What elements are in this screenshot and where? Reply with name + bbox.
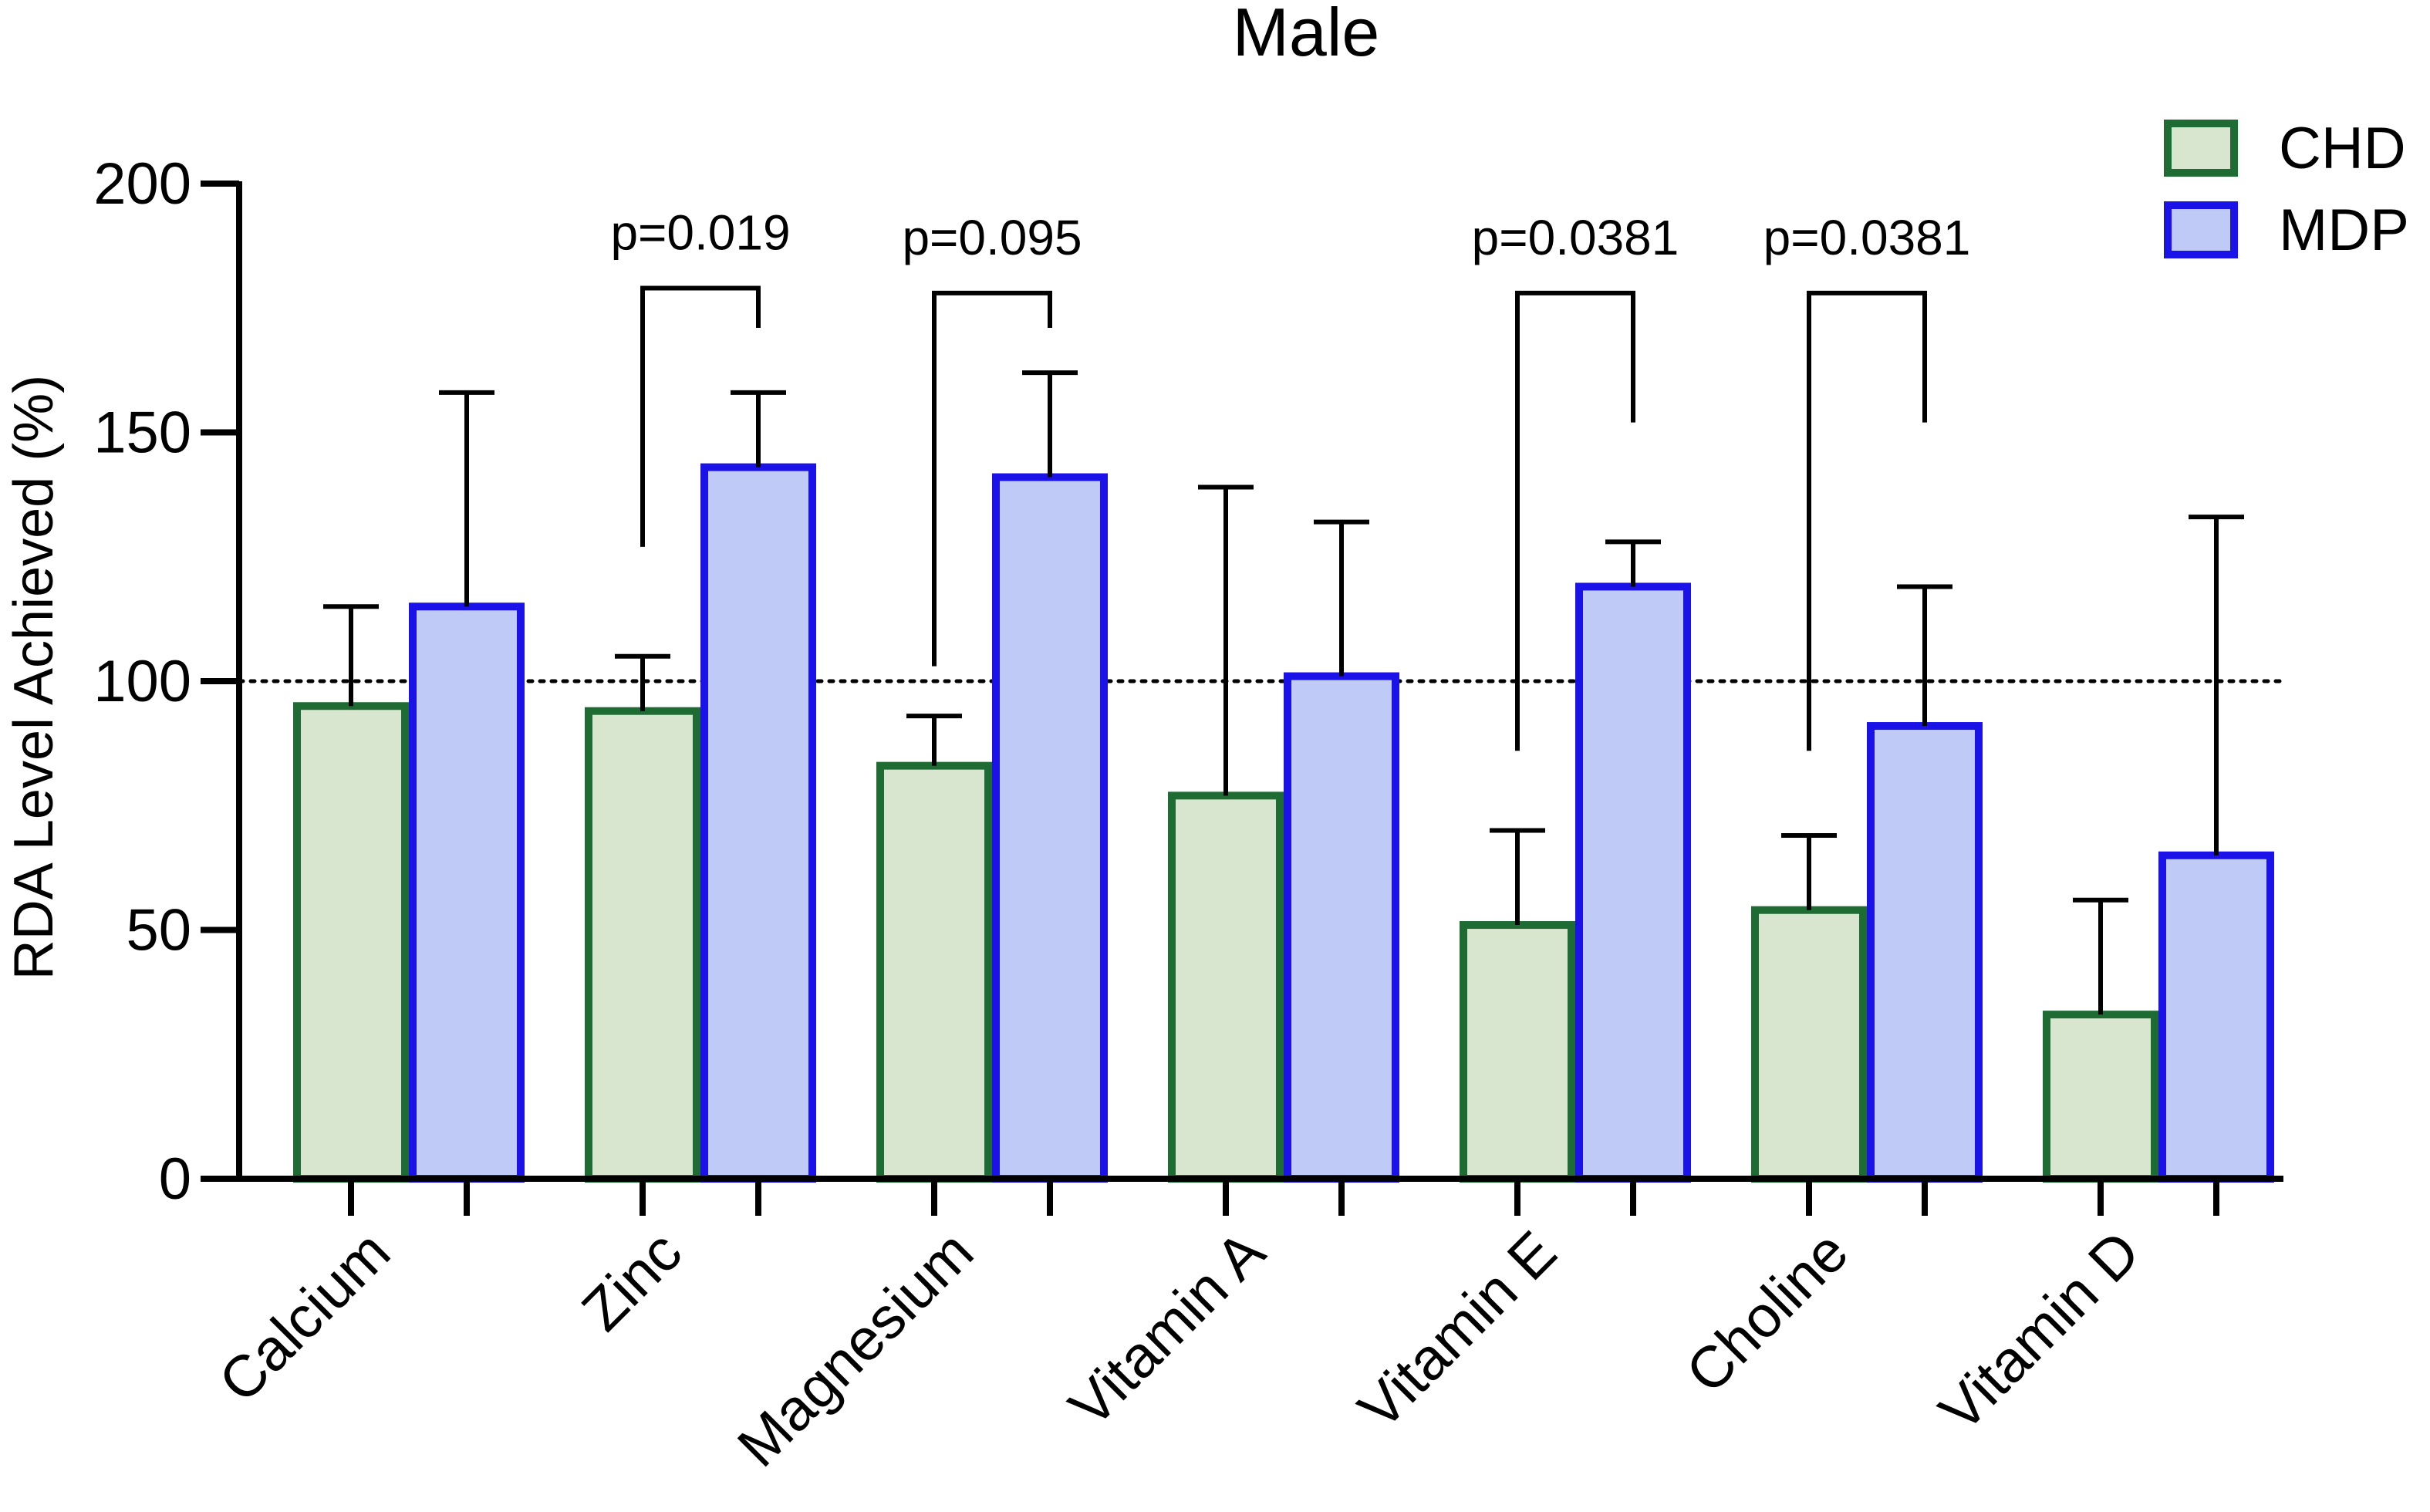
- p-value-label: p=0.0381: [1472, 210, 1679, 265]
- significance-bracket: [640, 285, 761, 547]
- y-tick-label: 100: [93, 649, 191, 714]
- bar-mdp-vitamin-d: [2158, 851, 2274, 1183]
- p-value-label: p=0.019: [610, 204, 790, 260]
- bar-chd-vitamin-d: [2043, 1011, 2158, 1183]
- significance-bracket: [1807, 290, 1927, 751]
- legend-label-mdp: MDP: [2279, 197, 2409, 263]
- legend-label-chd: CHD: [2279, 116, 2406, 181]
- bar-chd-calcium: [293, 702, 409, 1183]
- x-tick-label-magnesium: Magnesium: [725, 1219, 986, 1480]
- x-tick-label-zinc: Zinc: [569, 1219, 694, 1344]
- bar-chd-vitamin-a: [1168, 791, 1284, 1183]
- bar-chd-magnesium: [876, 761, 992, 1183]
- significance-bracket: [1515, 290, 1635, 751]
- p-value-label: p=0.0381: [1763, 210, 1971, 265]
- y-tick-label: 150: [93, 400, 191, 466]
- significance-bracket: [932, 290, 1052, 667]
- bar-mdp-magnesium: [992, 473, 1108, 1183]
- legend-swatch-chd: [2164, 120, 2238, 177]
- bar-chd-choline: [1751, 906, 1867, 1183]
- annotations-layer: p=0.019 p=0.095 p=0.0381 p=0.0381: [610, 204, 1970, 751]
- bar-mdp-vitamin-e: [1575, 582, 1691, 1183]
- x-tick-label-choline: Choline: [1674, 1219, 1861, 1406]
- bars-layer: [293, 370, 2274, 1183]
- bar-mdp-zinc: [700, 463, 816, 1183]
- legend-swatch-mdp: [2164, 201, 2238, 258]
- bar-mdp-calcium: [409, 602, 525, 1183]
- bar-mdp-choline: [1867, 722, 1983, 1183]
- chart-title: Male: [1233, 0, 1380, 70]
- x-tick-label-calcium: Calcium: [207, 1219, 403, 1415]
- x-tick-label-vitamin-d: Vitamin D: [1927, 1219, 2152, 1444]
- p-value-label: p=0.095: [902, 210, 1082, 265]
- y-tick-label: 200: [93, 151, 191, 217]
- bar-chd-vitamin-e: [1460, 921, 1575, 1183]
- bar-chd-zinc: [585, 707, 700, 1183]
- legend: CHD MDP: [2164, 116, 2409, 263]
- y-tick-label: 50: [126, 898, 191, 964]
- x-tick-label-vitamin-a: Vitamin A: [1057, 1219, 1277, 1439]
- x-tick-label-vitamin-e: Vitamin E: [1346, 1219, 1569, 1442]
- y-axis-label: RDA Level Achieved (%): [3, 375, 65, 980]
- bar-mdp-vitamin-a: [1284, 672, 1399, 1183]
- y-tick-label: 0: [159, 1146, 191, 1212]
